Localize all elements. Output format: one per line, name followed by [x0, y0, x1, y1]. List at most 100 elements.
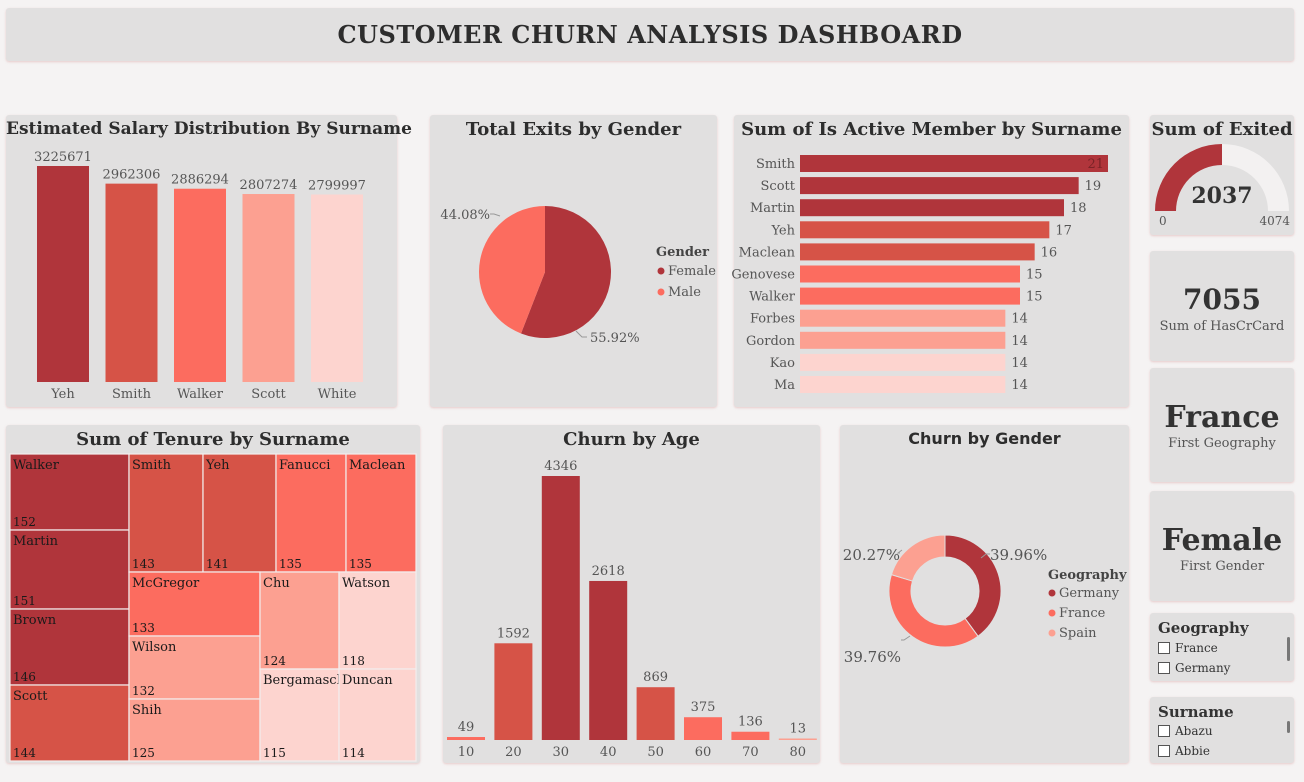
- exits-gender-panel: Total Exits by Gender 55.92% 44.08% Gender…: [430, 115, 717, 407]
- active-data-label: 16: [1041, 245, 1058, 260]
- salary-category-label: Smith: [112, 387, 152, 402]
- treemap-category-label: Yeh: [205, 458, 230, 473]
- active-data-label: 15: [1026, 268, 1043, 283]
- active-bar: [800, 265, 1020, 283]
- treemap-category-label: Fanucci: [279, 458, 330, 473]
- surname-slicer: Surname Abazu Abbie: [1150, 697, 1294, 763]
- age-category-label: 50: [647, 745, 664, 760]
- active-category-label: Kao: [770, 356, 795, 371]
- gender-label: First Gender: [1179, 559, 1265, 574]
- gender-value: Female: [1161, 523, 1283, 558]
- treemap-value-label: 135: [279, 557, 302, 571]
- treemap-value-label: 152: [13, 515, 36, 529]
- donut-legend-marker: [1048, 629, 1056, 637]
- surname-slicer-title: Surname: [1158, 703, 1234, 721]
- age-data-label: 869: [643, 670, 668, 685]
- treemap-value-label: 133: [132, 621, 155, 635]
- donut-legend-title: Geography: [1048, 568, 1127, 583]
- churn-gender-title: Churn by Gender: [908, 429, 1061, 448]
- geography-label: First Geography: [1168, 436, 1276, 451]
- active-category-label: Walker: [749, 290, 796, 305]
- exits-gender-chart: 55.92% 44.08% Gender Female Male: [440, 206, 716, 346]
- geography-slicer-title: Geography: [1158, 619, 1249, 637]
- active-member-panel: Sum of Is Active Member by Surname Smith…: [731, 115, 1129, 407]
- treemap-value-label: 124: [263, 654, 286, 668]
- pie-legend-title: Gender: [656, 245, 709, 260]
- checkbox-icon[interactable]: [1158, 642, 1170, 654]
- checkbox-icon[interactable]: [1158, 662, 1170, 674]
- donut-slice: [944, 534, 1002, 637]
- active-member-title: Sum of Is Active Member by Surname: [741, 119, 1122, 140]
- active-data-label: 15: [1026, 290, 1043, 305]
- donut-legend-label: Spain: [1059, 626, 1097, 641]
- salary-data-label: 2962306: [103, 168, 161, 183]
- treemap-value-label: 118: [342, 654, 365, 668]
- geography-option-germany[interactable]: Germany: [1158, 661, 1230, 675]
- surname-slicer-scrollbar[interactable]: [1287, 721, 1290, 733]
- treemap-category-label: Chu: [263, 576, 290, 591]
- geography-card: France First Geography: [1150, 368, 1294, 482]
- treemap-value-label: 125: [132, 746, 155, 760]
- tenure-treemap-panel: Sum of Tenure by Surname Walker 152 Martin…: [6, 425, 420, 763]
- age-bar: [541, 476, 580, 740]
- salary-bar: [105, 183, 158, 382]
- donut-leader-line: [901, 635, 911, 641]
- salary-bar: [37, 166, 89, 382]
- treemap-cell: [275, 453, 347, 573]
- active-data-label: 14: [1011, 378, 1028, 393]
- donut-data-label: 39.76%: [844, 648, 901, 666]
- pie-data-label: 44.08%: [440, 208, 490, 223]
- treemap-category-label: Smith: [132, 458, 172, 473]
- exited-gauge: [1155, 144, 1289, 211]
- active-category-label: Smith: [756, 157, 796, 172]
- salary-category-label: White: [318, 387, 357, 402]
- treemap-cell: [128, 635, 261, 700]
- treemap-value-label: 135: [349, 557, 372, 571]
- donut-leader-line: [896, 549, 903, 554]
- age-category-label: 20: [505, 745, 522, 760]
- churn-gender-chart: 39.96% 39.76% 20.27% Geography Germany France…: [843, 534, 1127, 666]
- active-bar: [800, 221, 1050, 239]
- active-category-label: Scott: [761, 179, 796, 194]
- salary-chart: 3225671 Yeh 2962306 Smith 2886294 Walker 28072…: [34, 150, 366, 402]
- treemap-value-label: 132: [132, 684, 155, 698]
- age-category-label: 10: [458, 745, 475, 760]
- hascrcard-card: 7055 Sum of HasCrCard: [1150, 251, 1294, 361]
- age-data-label: 136: [738, 715, 763, 730]
- active-bar: [800, 376, 1006, 393]
- age-data-label: 4346: [544, 459, 577, 474]
- active-category-label: Maclean: [739, 245, 796, 260]
- donut-legend-marker: [1048, 609, 1056, 617]
- churn-age-panel: Churn by Age 49 10 1592 20 4346 30 2618 40 869 50…: [443, 425, 820, 763]
- geography-slicer-scrollbar[interactable]: [1287, 637, 1290, 661]
- age-data-label: 13: [790, 722, 807, 737]
- hascrcard-value: 7055: [1183, 283, 1261, 316]
- treemap-cell: [9, 684, 130, 762]
- surname-option-abbie[interactable]: Abbie: [1158, 744, 1210, 758]
- gauge-max: 4074: [1259, 214, 1290, 228]
- age-category-label: 70: [742, 745, 759, 760]
- salary-chart-title: Estimated Salary Distribution By Surname: [6, 119, 412, 139]
- pie-legend-label: Male: [668, 285, 701, 300]
- treemap-value-label: 115: [263, 746, 286, 760]
- treemap-category-label: Bergamaschi: [263, 673, 349, 688]
- churn-age-chart: 49 10 1592 20 4346 30 2618 40 869 50 375 60 136 70 13 8…: [447, 459, 817, 760]
- salary-category-label: Scott: [251, 387, 286, 402]
- checkbox-icon[interactable]: [1158, 725, 1170, 737]
- treemap-category-label: Wilson: [132, 640, 177, 655]
- age-data-label: 49: [458, 720, 475, 735]
- geography-value: France: [1164, 400, 1280, 435]
- checkbox-icon[interactable]: [1158, 745, 1170, 757]
- pie-slice: [478, 206, 545, 334]
- salary-bar: [242, 194, 295, 382]
- active-category-label: Yeh: [770, 223, 795, 238]
- surname-option-abazu[interactable]: Abazu: [1158, 724, 1213, 738]
- salary-chart-panel: Estimated Salary Distribution By Surname…: [6, 115, 412, 407]
- treemap-category-label: Scott: [13, 689, 48, 704]
- donut-data-label: 39.96%: [990, 546, 1047, 564]
- active-data-label: 18: [1070, 201, 1087, 216]
- geography-option-france[interactable]: France: [1158, 641, 1218, 655]
- active-category-label: Gordon: [746, 334, 796, 349]
- pie-slice: [521, 206, 611, 338]
- active-bar: [800, 243, 1035, 261]
